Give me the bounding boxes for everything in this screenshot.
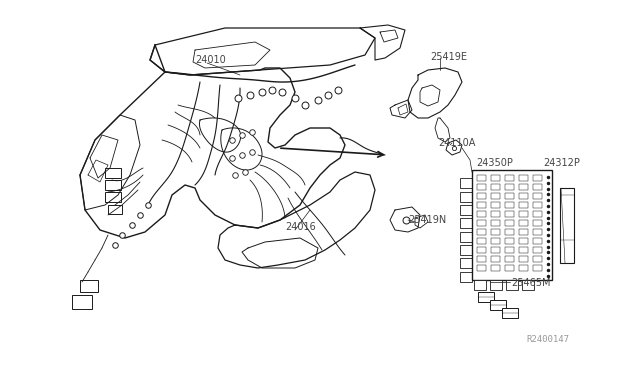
FancyBboxPatch shape xyxy=(491,238,500,244)
FancyBboxPatch shape xyxy=(502,308,518,318)
FancyBboxPatch shape xyxy=(491,184,500,190)
FancyBboxPatch shape xyxy=(472,170,552,280)
FancyBboxPatch shape xyxy=(522,280,534,290)
FancyBboxPatch shape xyxy=(491,193,500,199)
FancyBboxPatch shape xyxy=(505,202,514,208)
Text: 24350P: 24350P xyxy=(476,158,513,168)
FancyBboxPatch shape xyxy=(533,256,542,262)
FancyBboxPatch shape xyxy=(519,184,528,190)
FancyBboxPatch shape xyxy=(491,220,500,226)
FancyBboxPatch shape xyxy=(460,232,472,242)
FancyBboxPatch shape xyxy=(505,256,514,262)
FancyBboxPatch shape xyxy=(491,211,500,217)
FancyBboxPatch shape xyxy=(105,180,121,190)
FancyBboxPatch shape xyxy=(478,292,494,302)
FancyBboxPatch shape xyxy=(80,280,98,292)
FancyBboxPatch shape xyxy=(460,205,472,215)
FancyBboxPatch shape xyxy=(477,220,486,226)
FancyBboxPatch shape xyxy=(460,272,472,282)
FancyBboxPatch shape xyxy=(505,211,514,217)
FancyBboxPatch shape xyxy=(505,175,514,181)
FancyBboxPatch shape xyxy=(533,220,542,226)
FancyBboxPatch shape xyxy=(533,247,542,253)
FancyBboxPatch shape xyxy=(460,192,472,202)
FancyBboxPatch shape xyxy=(491,256,500,262)
FancyBboxPatch shape xyxy=(533,202,542,208)
FancyBboxPatch shape xyxy=(491,175,500,181)
FancyBboxPatch shape xyxy=(477,211,486,217)
FancyBboxPatch shape xyxy=(533,193,542,199)
FancyBboxPatch shape xyxy=(490,300,506,310)
FancyBboxPatch shape xyxy=(533,229,542,235)
FancyBboxPatch shape xyxy=(460,245,472,255)
FancyBboxPatch shape xyxy=(460,218,472,228)
FancyBboxPatch shape xyxy=(72,295,92,309)
FancyBboxPatch shape xyxy=(519,175,528,181)
FancyBboxPatch shape xyxy=(533,175,542,181)
FancyBboxPatch shape xyxy=(519,238,528,244)
FancyBboxPatch shape xyxy=(477,238,486,244)
FancyBboxPatch shape xyxy=(477,247,486,253)
FancyBboxPatch shape xyxy=(519,220,528,226)
FancyBboxPatch shape xyxy=(533,265,542,271)
FancyBboxPatch shape xyxy=(490,280,502,290)
FancyBboxPatch shape xyxy=(533,184,542,190)
FancyBboxPatch shape xyxy=(477,202,486,208)
Text: 24016: 24016 xyxy=(285,222,316,232)
FancyBboxPatch shape xyxy=(491,265,500,271)
FancyBboxPatch shape xyxy=(505,220,514,226)
FancyBboxPatch shape xyxy=(477,256,486,262)
FancyBboxPatch shape xyxy=(477,184,486,190)
FancyBboxPatch shape xyxy=(474,280,486,290)
Text: 24110A: 24110A xyxy=(438,138,476,148)
Text: 24010: 24010 xyxy=(195,55,226,65)
FancyBboxPatch shape xyxy=(519,256,528,262)
FancyBboxPatch shape xyxy=(519,211,528,217)
FancyBboxPatch shape xyxy=(519,265,528,271)
FancyBboxPatch shape xyxy=(533,238,542,244)
FancyBboxPatch shape xyxy=(519,247,528,253)
FancyBboxPatch shape xyxy=(505,247,514,253)
Text: 24312P: 24312P xyxy=(543,158,580,168)
FancyBboxPatch shape xyxy=(477,265,486,271)
FancyBboxPatch shape xyxy=(519,229,528,235)
FancyBboxPatch shape xyxy=(460,258,472,268)
FancyBboxPatch shape xyxy=(519,202,528,208)
Text: R2400147: R2400147 xyxy=(526,335,569,344)
FancyBboxPatch shape xyxy=(491,202,500,208)
FancyBboxPatch shape xyxy=(505,184,514,190)
FancyBboxPatch shape xyxy=(108,205,122,214)
FancyBboxPatch shape xyxy=(505,193,514,199)
FancyBboxPatch shape xyxy=(505,229,514,235)
FancyBboxPatch shape xyxy=(560,188,574,263)
FancyBboxPatch shape xyxy=(105,168,121,178)
FancyBboxPatch shape xyxy=(477,175,486,181)
FancyBboxPatch shape xyxy=(460,178,472,188)
FancyBboxPatch shape xyxy=(491,229,500,235)
Text: 25419N: 25419N xyxy=(408,215,446,225)
FancyBboxPatch shape xyxy=(505,265,514,271)
FancyBboxPatch shape xyxy=(506,280,518,290)
Text: 25419E: 25419E xyxy=(430,52,467,62)
FancyBboxPatch shape xyxy=(505,238,514,244)
Text: 25465M: 25465M xyxy=(511,278,550,288)
FancyBboxPatch shape xyxy=(477,193,486,199)
FancyBboxPatch shape xyxy=(477,229,486,235)
FancyBboxPatch shape xyxy=(491,247,500,253)
FancyBboxPatch shape xyxy=(519,193,528,199)
FancyBboxPatch shape xyxy=(105,192,121,202)
FancyBboxPatch shape xyxy=(533,211,542,217)
